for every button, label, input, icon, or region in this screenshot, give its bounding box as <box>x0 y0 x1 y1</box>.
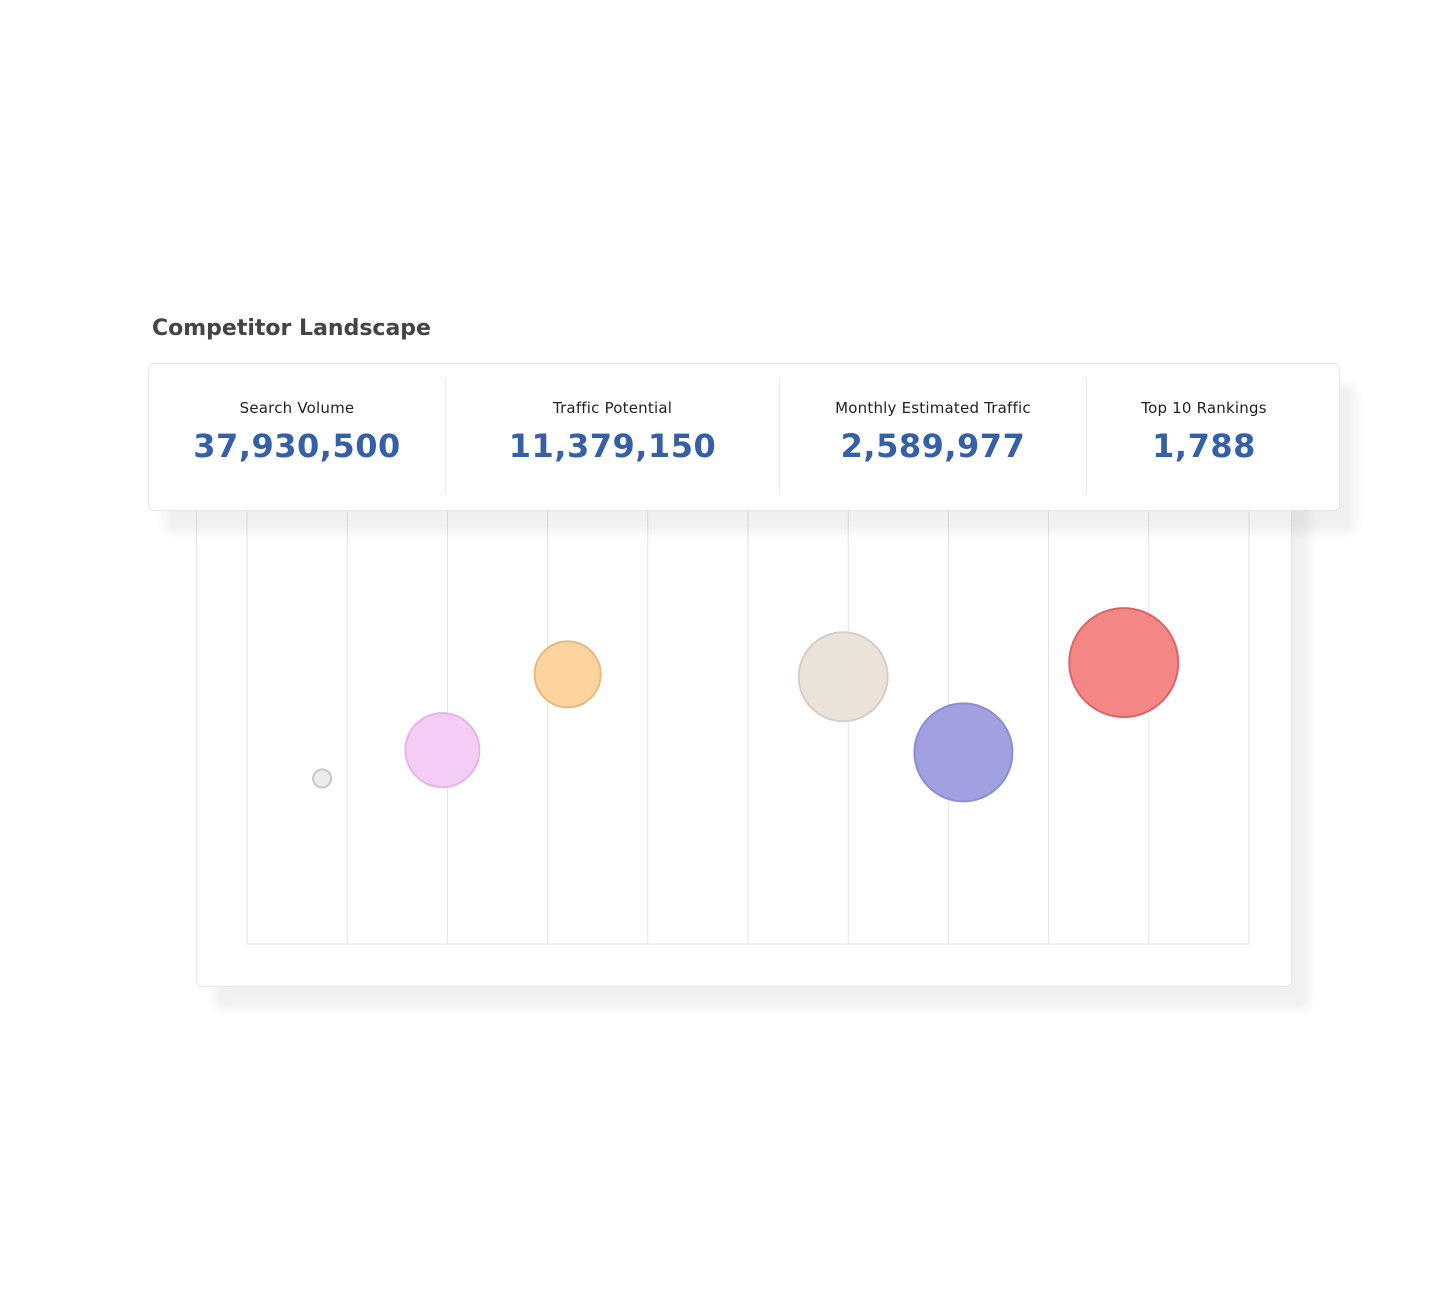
bubble-point-5[interactable] <box>913 702 1014 803</box>
metric-label: Monthly Estimated Traffic <box>835 399 1031 417</box>
metric-top-10-rankings: Top 10 Rankings 1,788 <box>1087 378 1321 494</box>
metric-monthly-estimated-traffic: Monthly Estimated Traffic 2,589,977 <box>780 378 1086 494</box>
metric-divider <box>1086 378 1087 494</box>
metric-traffic-potential: Traffic Potential 11,379,150 <box>446 378 779 494</box>
metric-value: 1,788 <box>1152 427 1256 465</box>
metric-label: Top 10 Rankings <box>1141 399 1267 417</box>
page-title: Competitor Landscape <box>152 316 431 341</box>
metric-value: 37,930,500 <box>193 427 401 465</box>
bubble-point-1[interactable] <box>312 768 333 789</box>
metric-divider <box>779 378 780 494</box>
metric-value: 11,379,150 <box>508 427 717 465</box>
metrics-summary-card: Search Volume 37,930,500 Traffic Potenti… <box>148 363 1340 511</box>
bubble-point-4[interactable] <box>797 631 889 723</box>
bubble-point-6[interactable] <box>1068 607 1180 719</box>
competitor-bubble-chart <box>196 470 1292 987</box>
metric-label: Search Volume <box>239 399 355 417</box>
metric-value: 2,589,977 <box>840 427 1026 465</box>
bubble-chart-svg <box>246 471 1250 945</box>
metric-search-volume: Search Volume 37,930,500 <box>149 378 445 494</box>
bubble-point-3[interactable] <box>533 640 602 709</box>
metric-divider <box>445 378 446 494</box>
metric-label: Traffic Potential <box>552 399 673 417</box>
bubble-point-2[interactable] <box>404 712 481 789</box>
